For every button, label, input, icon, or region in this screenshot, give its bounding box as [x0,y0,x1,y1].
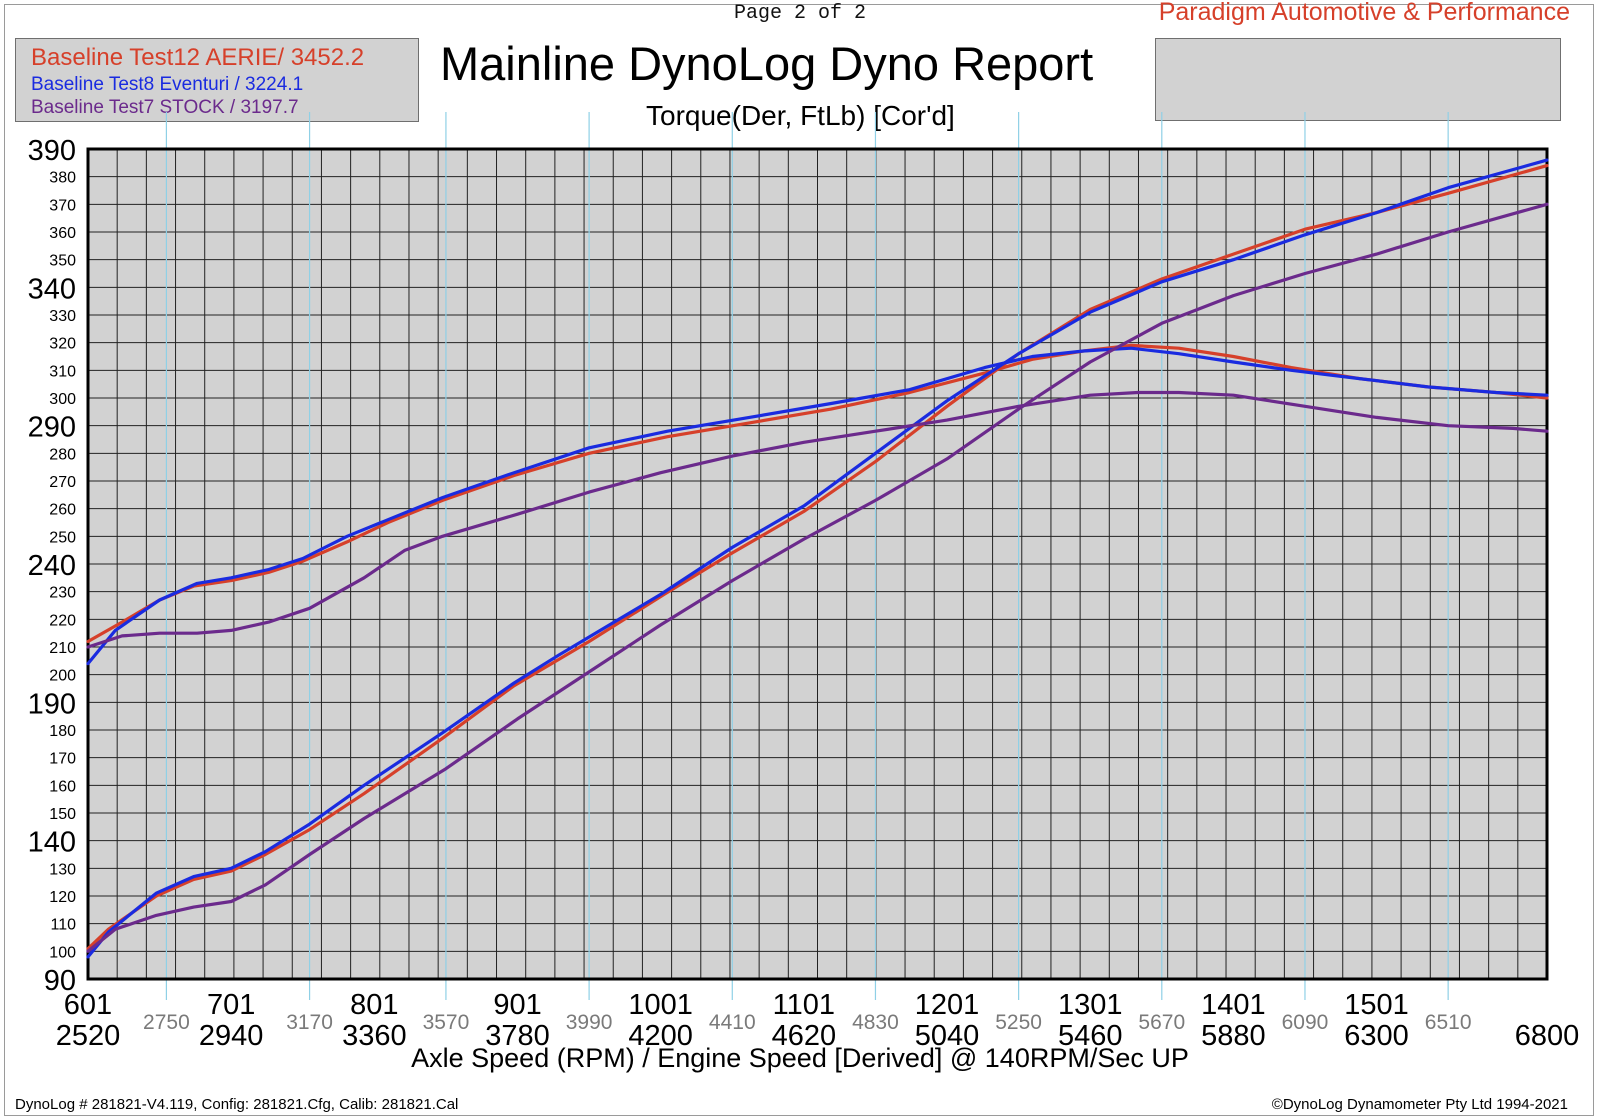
series-1-torque-line [86,343,1549,644]
x-ref-tick-label: 6510 [1425,1011,1472,1034]
footer-copyright: ©DynoLog Dynamometer Pty Ltd 1994-2021 [1271,1096,1568,1113]
y-tick-label-minor: 250 [49,529,76,546]
y-tick-label-minor: 280 [49,446,76,463]
x-ref-tick-label: 6090 [1282,1011,1329,1034]
series-2-power-line [86,158,1549,959]
y-tick-label-minor: 370 [49,197,76,214]
y-tick-label-minor: 330 [49,308,76,325]
x-ref-tick-label: 5670 [1138,1011,1185,1034]
x-tick-label-engine: 3780 [485,1020,550,1052]
x-tick-label-axle: 801 [350,989,398,1021]
y-tick-label-minor: 120 [49,889,76,906]
x-tick-label-engine: 5880 [1201,1020,1266,1052]
y-tick-label-major: 340 [28,273,76,305]
footer-config: DynoLog # 281821-V4.119, Config: 281821.… [15,1096,459,1113]
x-ref-tick-label: 3990 [566,1011,613,1034]
x-ref-tick-label: 3570 [423,1011,470,1034]
x-tick-label-axle: 701 [207,989,255,1021]
y-tick-label-major: 90 [44,965,76,997]
legend-item-aerie: Baseline Test12 AERIE/ 3452.2 [31,44,365,71]
x-tick-label-engine: 6800 [1515,1020,1580,1052]
y-tick-label-minor: 350 [49,253,76,270]
x-tick-label-axle: 1001 [628,989,693,1021]
report-frame [4,4,1594,1116]
y-tick-label-minor: 200 [49,668,76,685]
y-tick-label-major: 240 [28,550,76,582]
x-ref-tick-label: 3170 [286,1011,333,1034]
y-tick-label-minor: 360 [49,225,76,242]
legend: Baseline Test12 AERIE/ 3452.2 Baseline T… [15,38,419,122]
y-tick-label-major: 290 [28,412,76,444]
y-tick-label-major: 190 [28,688,76,720]
y-tick-label-major: 140 [28,827,76,859]
series-3-torque-line [86,390,1549,649]
x-ref-tick-label: 5250 [995,1011,1042,1034]
x-tick-label-engine: 4620 [772,1020,837,1052]
y-tick-label-minor: 270 [49,474,76,491]
legend-item-eventuri: Baseline Test8 Eventuri / 3224.1 [31,74,304,95]
x-ref-tick-label: 4830 [852,1011,899,1034]
chart-subtitle: Torque(Der, FtLb) [Cor'd] [646,100,955,131]
series-1-power-line [86,164,1549,951]
y-tick-label-minor: 300 [49,391,76,408]
x-tick-label-engine: 6300 [1344,1020,1409,1052]
y-tick-label-minor: 100 [49,944,76,961]
plot-border [86,147,1549,981]
y-tick-label-major: 390 [28,135,76,167]
y-tick-label-minor: 130 [49,861,76,878]
x-tick-label-axle: 1301 [1058,989,1123,1021]
x-tick-label-axle: 1501 [1344,989,1409,1021]
y-tick-label-minor: 150 [49,806,76,823]
empty-info-box [1155,38,1561,121]
y-tick-label-minor: 320 [49,336,76,353]
y-tick-label-minor: 160 [49,778,76,795]
y-tick-label-minor: 310 [49,363,76,380]
x-tick-label-axle: 1401 [1201,989,1266,1021]
series-2-torque-line [86,346,1549,666]
y-tick-label-minor: 110 [50,917,76,934]
x-tick-label-engine: 2520 [56,1020,121,1052]
page-label: Page 2 of 2 [733,2,867,25]
y-tick-label-minor: 220 [49,612,76,629]
y-tick-label-minor: 180 [49,723,76,740]
x-tick-label-engine: 5460 [1058,1020,1123,1052]
x-tick-label-engine: 5040 [915,1020,980,1052]
x-tick-label-axle: 1201 [915,989,980,1021]
x-ref-tick-label: 2750 [143,1011,190,1034]
y-tick-label-minor: 170 [49,751,76,768]
company-name: Paradigm Automotive & Performance [1158,0,1570,26]
x-ref-tick-label: 4410 [709,1011,756,1034]
x-tick-label-engine: 4200 [628,1020,693,1052]
x-tick-label-axle: 1101 [773,989,835,1021]
y-tick-label-minor: 210 [49,640,76,657]
y-tick-label-minor: 230 [49,585,76,602]
legend-item-stock: Baseline Test7 STOCK / 3197.7 [31,97,299,118]
series-3-power-line [86,202,1549,953]
x-tick-label-engine: 2940 [199,1020,264,1052]
x-tick-label-engine: 3360 [342,1020,407,1052]
x-axis-label: Axle Speed (RPM) / Engine Speed [Derived… [411,1043,1189,1073]
x-tick-label-axle: 601 [64,989,112,1021]
report-title: Mainline DynoLog Dyno Report [440,37,1094,90]
x-tick-label-axle: 901 [493,989,541,1021]
y-tick-label-minor: 260 [49,502,76,519]
y-tick-label-minor: 380 [49,170,76,187]
